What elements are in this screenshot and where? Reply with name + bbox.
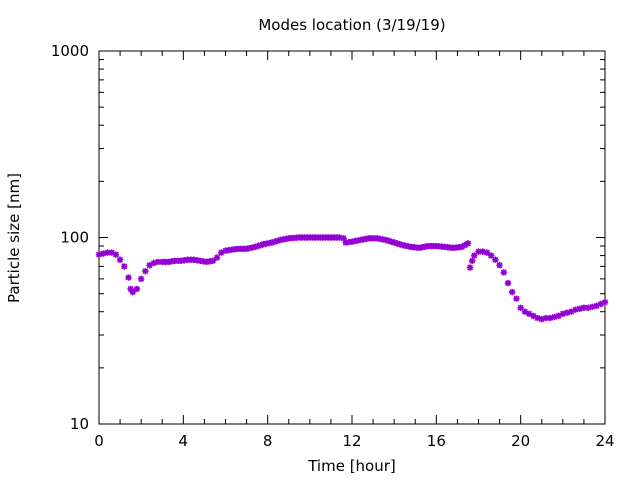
y-tick-label: 100 <box>60 229 89 247</box>
data-point <box>525 310 533 317</box>
data-point <box>150 259 158 267</box>
x-tick-label: 8 <box>263 432 273 450</box>
data-point <box>466 264 474 271</box>
data-point <box>593 302 600 310</box>
plot-frame <box>98 50 606 425</box>
x-tick-label: 16 <box>427 432 446 450</box>
x-tick-label: 4 <box>179 432 189 450</box>
data-point <box>568 308 575 315</box>
data-point <box>382 236 389 244</box>
data-point <box>112 251 120 258</box>
x-tick-label: 20 <box>511 432 530 450</box>
data-point <box>218 249 225 256</box>
data-point <box>390 239 398 246</box>
y-tick-label: 1000 <box>51 42 89 60</box>
x-axis: 0 4 8 12 16 20 24 <box>94 51 615 450</box>
data-point <box>500 269 507 276</box>
data-point <box>487 252 495 259</box>
data-point <box>542 314 550 322</box>
data-point <box>336 234 343 241</box>
data-point <box>129 288 136 296</box>
data-point <box>108 249 115 256</box>
data-point <box>534 314 541 322</box>
data-point <box>517 304 524 311</box>
data-point <box>116 256 124 263</box>
data-point <box>396 241 403 248</box>
data-point <box>597 300 604 308</box>
data-point <box>271 238 278 245</box>
data-series <box>95 234 609 323</box>
data-point <box>555 312 562 320</box>
data-point <box>538 315 545 323</box>
data-point <box>496 262 503 269</box>
data-point <box>268 239 276 246</box>
data-point <box>125 274 132 281</box>
data-point <box>504 279 512 287</box>
data-point <box>274 237 281 245</box>
y-axis-label: Particle size [nm] <box>5 173 23 303</box>
data-point <box>104 249 111 256</box>
data-point <box>576 305 583 312</box>
data-point <box>492 256 499 263</box>
x-tick-label: 24 <box>595 432 614 450</box>
data-point <box>127 285 134 293</box>
data-point <box>471 252 478 259</box>
data-point <box>483 249 491 256</box>
data-point <box>393 240 401 247</box>
data-point <box>584 304 592 311</box>
data-point <box>601 298 609 306</box>
data-point <box>458 243 465 251</box>
data-point <box>530 312 537 320</box>
y-axis: 10 100 1000 <box>51 42 605 433</box>
data-point <box>572 306 579 313</box>
data-point <box>580 304 588 311</box>
data-point <box>551 313 558 321</box>
data-point <box>137 275 145 283</box>
x-axis-label: Time [hour] <box>307 457 396 475</box>
data-point <box>513 295 520 302</box>
data-point <box>475 248 482 255</box>
y-tick-label: 10 <box>70 415 89 433</box>
x-tick-label: 0 <box>94 432 104 450</box>
data-point <box>209 257 217 265</box>
data-point <box>464 240 472 247</box>
data-point <box>254 242 262 250</box>
data-point <box>546 314 554 322</box>
data-point <box>461 241 468 249</box>
chart-title: Modes location (3/19/19) <box>258 16 445 34</box>
data-point <box>468 257 476 265</box>
x-tick-label: 12 <box>342 432 361 450</box>
data-point <box>154 258 162 266</box>
data-point <box>142 267 149 275</box>
data-point <box>340 235 347 242</box>
data-point <box>521 308 529 315</box>
data-point <box>133 285 141 293</box>
data-point <box>121 263 128 270</box>
data-point <box>251 243 259 251</box>
data-point <box>100 250 107 257</box>
data-point <box>509 288 516 296</box>
data-point <box>479 248 486 255</box>
data-point <box>385 237 392 245</box>
data-point <box>95 251 103 258</box>
data-point <box>563 309 571 316</box>
data-point <box>213 254 221 261</box>
data-point <box>388 238 395 245</box>
data-point <box>559 310 567 317</box>
data-point <box>257 241 264 249</box>
data-point <box>589 303 596 311</box>
data-point <box>146 262 153 269</box>
